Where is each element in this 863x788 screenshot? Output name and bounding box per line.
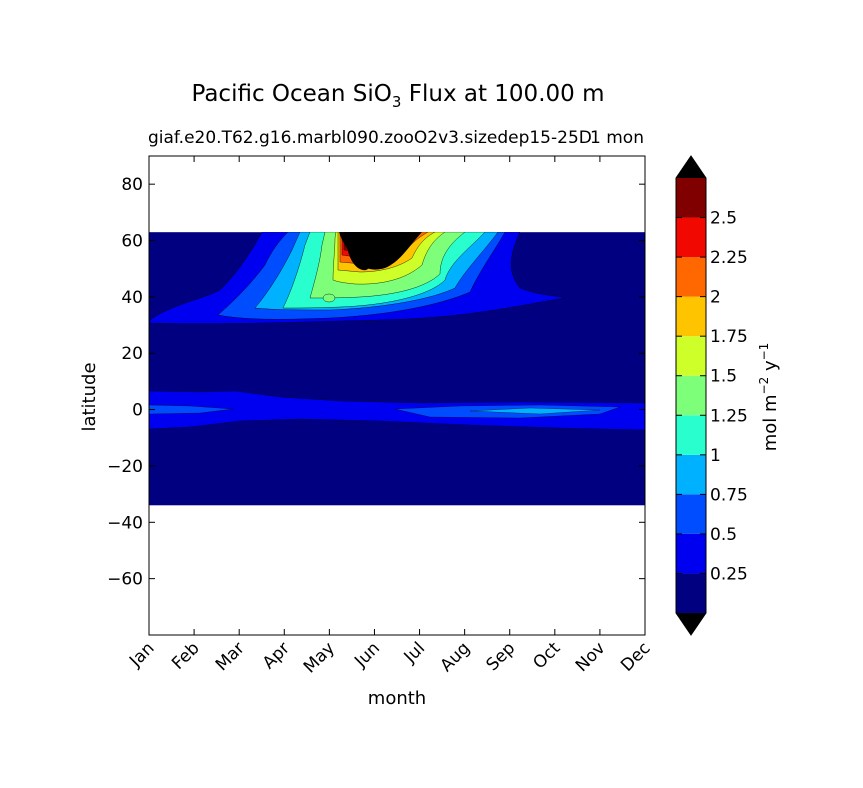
chart-subtitle-case: giaf.e20.T62.g16.marbl090.zooO2v3.sizede… bbox=[148, 128, 592, 148]
colorbar-tick-label: 2.5 bbox=[710, 209, 737, 229]
x-tick-label: Dec bbox=[617, 638, 654, 675]
x-axis-label: month bbox=[368, 688, 426, 709]
x-tick-label: Sep bbox=[482, 638, 519, 675]
y-axis-ticks: 80 60 40 20 0 −20 −40 −60 bbox=[107, 175, 645, 590]
colorbar-swatch bbox=[676, 494, 706, 534]
contour-equatorial-band bbox=[149, 390, 645, 431]
colorbar-over-extension bbox=[676, 156, 706, 178]
colorbar-tick-label: 2.25 bbox=[710, 248, 748, 268]
x-tick-label: Apr bbox=[259, 638, 294, 673]
colorbar: 0.25 0.5 0.75 1 1.25 1.5 1.75 2 2.25 2.5 bbox=[675, 155, 748, 636]
colorbar-tick-label: 1.75 bbox=[710, 327, 748, 347]
colorbar-swatch bbox=[676, 533, 706, 574]
x-tick-label: Mar bbox=[212, 638, 249, 675]
colorbar-swatch bbox=[676, 178, 706, 218]
chart-subtitle-period: 1 mon bbox=[590, 128, 644, 148]
contour-equatorial-level-2 bbox=[149, 404, 621, 419]
x-tick-label: Oct bbox=[529, 638, 564, 673]
colorbar-swatch bbox=[676, 573, 706, 613]
colorbar-swatch bbox=[676, 217, 706, 258]
x-tick-label: Nov bbox=[572, 638, 610, 676]
y-tick-label: 20 bbox=[121, 344, 143, 364]
colorbar-label: mol m−2 y−1 bbox=[757, 343, 781, 452]
x-tick-label: Jan bbox=[125, 638, 158, 671]
colorbar-outline bbox=[675, 155, 707, 636]
x-tick-label: Aug bbox=[437, 638, 475, 676]
colorbar-swatch bbox=[676, 375, 706, 416]
contour-fill bbox=[149, 232, 645, 506]
y-tick-label: 60 bbox=[121, 232, 143, 252]
plot-frame bbox=[148, 155, 646, 636]
y-tick-label: −60 bbox=[107, 570, 143, 590]
colorbar-tick-label: 1.5 bbox=[710, 367, 737, 387]
colorbar-swatch bbox=[676, 415, 706, 455]
colorbar-tick-label: 0.25 bbox=[710, 564, 748, 584]
chart-title: Pacific Ocean SiO3 Flux at 100.00 m bbox=[192, 81, 605, 111]
plot-area: 80 60 40 20 0 −20 −40 −60 Jan Feb Mar Apr May Jun Jul… bbox=[107, 155, 655, 677]
colorbar-swatch bbox=[676, 336, 706, 376]
x-tick-label: Feb bbox=[168, 638, 203, 673]
contour-over-range bbox=[339, 232, 422, 270]
x-tick-label: May bbox=[300, 638, 339, 677]
contour-equatorial-level-3 bbox=[469, 407, 601, 415]
contour-local-max bbox=[322, 293, 336, 303]
colorbar-tick-label: 2 bbox=[710, 288, 721, 308]
colorbar-tick-label: 0.75 bbox=[710, 485, 748, 505]
y-axis-label: latitude bbox=[79, 362, 100, 431]
colorbar-under-extension bbox=[676, 613, 706, 635]
y-tick-label: −20 bbox=[107, 457, 143, 477]
colorbar-swatch bbox=[676, 296, 706, 337]
colorbar-tick-label: 1.25 bbox=[710, 406, 748, 426]
colorbar-tick-label: 0.5 bbox=[710, 525, 737, 545]
y-tick-label: −40 bbox=[107, 513, 143, 533]
x-tick-label: Jun bbox=[350, 638, 384, 672]
x-tick-label: Jul bbox=[400, 638, 429, 667]
y-tick-label: 80 bbox=[121, 175, 143, 195]
colorbar-swatch bbox=[676, 257, 706, 297]
colorbar-tick-label: 1 bbox=[710, 446, 721, 466]
colorbar-swatch bbox=[676, 454, 706, 495]
y-tick-label: 40 bbox=[121, 288, 143, 308]
y-tick-label: 0 bbox=[132, 401, 143, 421]
